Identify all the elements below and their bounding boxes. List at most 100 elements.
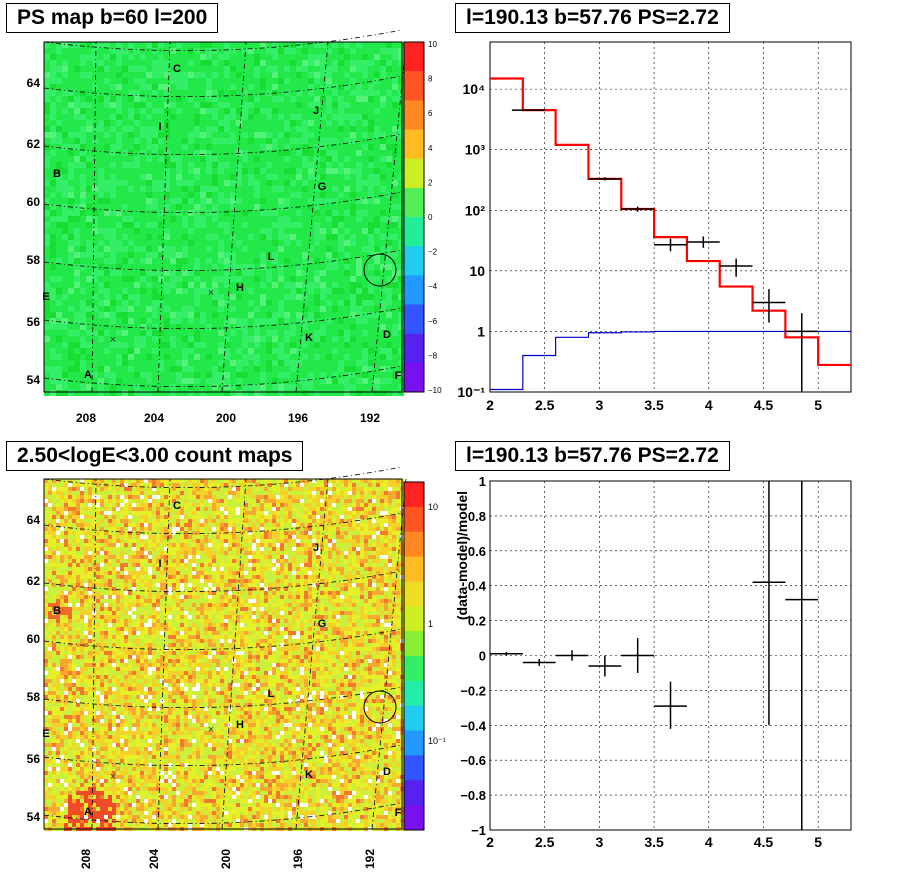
lon-tick-label: 200	[219, 849, 233, 869]
lat-tick-label: 64	[27, 76, 41, 90]
cross-marker: ×	[110, 771, 116, 783]
lat-tick-label: 62	[27, 574, 41, 588]
x-tick-label: 4.5	[754, 834, 774, 850]
source-label-i: I	[158, 558, 161, 570]
colorbar-tick-label: −8	[428, 351, 438, 360]
residual-point	[588, 655, 622, 677]
lat-tick-label: 56	[27, 752, 41, 766]
colorbar-swatch	[404, 730, 424, 756]
longitude-grid-line	[221, 41, 247, 393]
x-tick-label: 3.5	[644, 834, 664, 850]
source-label-k: K	[305, 769, 313, 781]
x-tick-label: 3.5	[644, 397, 664, 413]
y-tick-label: 10²	[465, 202, 486, 218]
longitude-grid-line	[91, 41, 97, 393]
colorbar-swatch	[404, 158, 424, 189]
colorbar-swatch	[404, 42, 424, 72]
residual-point	[752, 481, 786, 726]
source-label-d: D	[383, 766, 391, 778]
data-point	[511, 109, 545, 111]
residual-point	[490, 652, 523, 656]
longitude-grid-line	[295, 41, 329, 393]
source-label-b: B	[53, 168, 61, 180]
colorbar-tick-label: 6	[428, 109, 433, 118]
model-total-curve	[490, 77, 851, 367]
source-label-f: F	[395, 370, 402, 382]
ps-map-content: A B C D E F G H I J K L × × 64 62 60 58 56 54 208 204 200 196 19…	[27, 29, 407, 425]
colorbar-swatch	[404, 506, 424, 533]
lat-tick-label: 64	[27, 513, 41, 527]
residual-point	[522, 658, 556, 666]
source-label-c: C	[173, 63, 181, 75]
lon-tick-label: 208	[79, 849, 93, 869]
residual-point	[621, 638, 655, 673]
x-tick-label: 2	[486, 397, 494, 413]
colorbar-tick-label: 10	[428, 502, 438, 512]
colorbar-swatch	[404, 129, 424, 160]
colorbar-swatch	[404, 71, 424, 101]
source-label-j: J	[313, 542, 319, 554]
count-map-panel: A B C D E F G H I J K L × × 64 62 60 58 56 54 208 204 200 196 19…	[0, 437, 449, 875]
data-point	[654, 238, 687, 252]
x-tick-label: 5	[814, 397, 822, 413]
colorbar-swatch	[404, 531, 424, 558]
x-tick-label: 2.5	[535, 397, 555, 413]
spectrum-title: l=190.13 b=57.76 PS=2.72	[455, 3, 730, 33]
count-map-plot[interactable]: A B C D E F G H I J K L × × 64 62 60 58 56 54 208 204 200 196 19…	[0, 437, 449, 875]
y-tick-label: −1	[471, 823, 486, 838]
target-circle	[363, 253, 397, 287]
colorbar-tick-label: 10⁻¹	[428, 736, 446, 746]
data-point	[785, 313, 819, 392]
residual-plot[interactable]: 2 2.5 3 3.5 4 4.5 5 1 0.8 0.6 0.4 0.2 0 −0.2 −0.4 −0.6 −…	[449, 437, 898, 875]
lat-tick-label: 56	[27, 315, 41, 329]
data-point	[588, 177, 622, 181]
y-tick-label: −0.6	[460, 753, 486, 768]
data-point	[686, 236, 720, 248]
residual-axes: 2 2.5 3 3.5 4 4.5 5 1 0.8 0.6 0.4 0.2 0 −0.2 −0.4 −0.6 −…	[454, 474, 852, 850]
cross-marker: ×	[208, 287, 214, 299]
spectrum-plot[interactable]: 2 2.5 3 3.5 4 4.5 5 10⁴ 10³ 10² 10 1 10⁻¹	[449, 0, 898, 437]
y-tick-label: −0.4	[460, 718, 486, 733]
source-label-g: G	[318, 181, 327, 193]
colorbar-swatch	[404, 556, 424, 582]
colorbar-swatch	[404, 100, 424, 130]
lon-tick-label: 196	[291, 849, 305, 869]
longitude-grid-line	[157, 41, 171, 393]
colorbar-swatch	[404, 631, 424, 657]
colorbar-tick-label: 0	[428, 213, 433, 222]
y-tick-label: 1	[479, 474, 486, 489]
lat-tick-label: 54	[27, 810, 41, 824]
count-map-title: 2.50<logE<3.00 count maps	[6, 441, 304, 471]
source-label-h: H	[236, 719, 244, 731]
ps-map-title: PS map b=60 l=200	[6, 3, 219, 33]
model-background-curve	[490, 330, 851, 391]
y-tick-label: 0.4	[468, 579, 487, 594]
x-tick-label: 4	[705, 834, 713, 850]
longitude-grid-line	[91, 478, 97, 830]
colorbar-swatch	[404, 805, 424, 831]
residual-title: l=190.13 b=57.76 PS=2.72	[455, 441, 730, 471]
colorbar-frame	[403, 481, 425, 831]
lat-tick-label: 54	[27, 373, 41, 387]
data-point	[621, 206, 655, 212]
data-point	[719, 258, 753, 277]
x-tick-label: 2.5	[535, 834, 555, 850]
y-tick-label: 10³	[465, 142, 486, 158]
count-sky-grid	[43, 466, 407, 830]
y-axis-label: (data-model)/model	[454, 491, 470, 620]
x-tick-label: 3	[595, 834, 603, 850]
lon-tick-label: 192	[360, 411, 380, 425]
y-tick-label: 1	[477, 323, 485, 339]
lon-tick-label: 208	[76, 411, 96, 425]
colorbar-tick-label: 1	[428, 619, 433, 629]
residual-point	[555, 650, 589, 661]
colorbar-tick-label: 4	[428, 144, 433, 153]
source-label-e: E	[42, 728, 49, 740]
colorbar-tick-label: 2	[428, 178, 433, 187]
source-label-a: A	[84, 806, 92, 818]
x-tick-label: 3	[595, 397, 603, 413]
source-label-i: I	[158, 121, 161, 133]
count-heatmap	[44, 479, 404, 831]
source-label-l: L	[268, 251, 275, 263]
